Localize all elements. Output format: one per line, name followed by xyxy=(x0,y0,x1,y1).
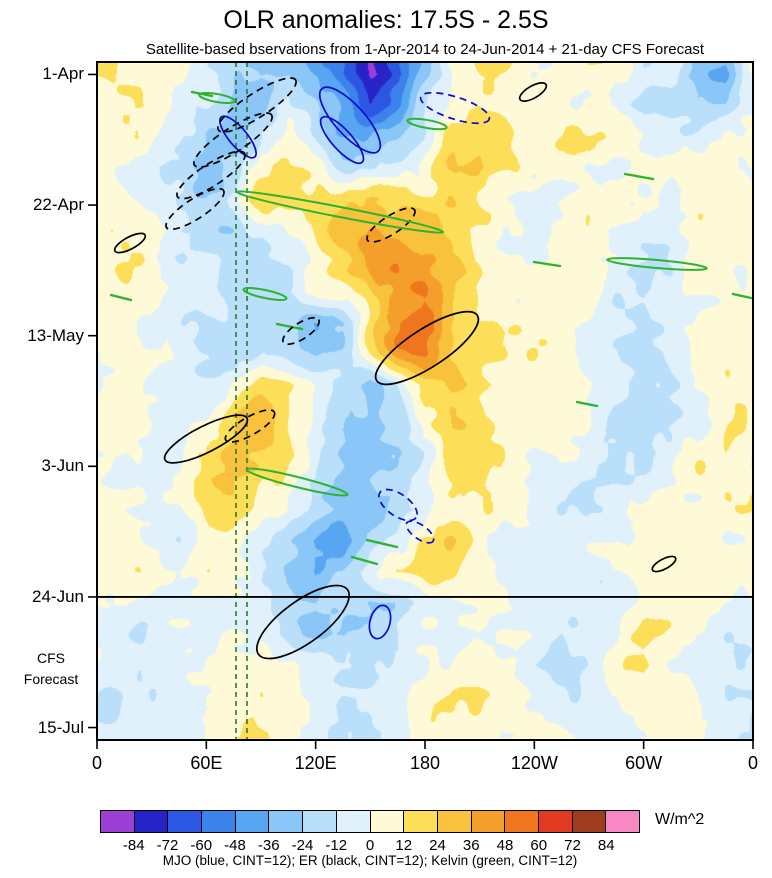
lon-tick-label: 120W xyxy=(510,753,558,773)
colorbar-tick-label: -12 xyxy=(325,837,348,854)
colorbar-cell xyxy=(100,810,135,833)
lon-tick-label: 180 xyxy=(409,753,441,773)
colorbar-tick-label: -72 xyxy=(156,837,179,854)
colorbar-cell xyxy=(335,810,371,833)
colorbar xyxy=(100,810,640,833)
colorbar-tick-label: -24 xyxy=(291,837,314,854)
olr-anomaly-field xyxy=(97,62,753,740)
figure-caption: MJO (blue, CINT=12); ER (black, CINT=12)… xyxy=(162,853,578,868)
lon-tick-label: 60E xyxy=(190,753,223,773)
colorbar-cell xyxy=(302,810,337,833)
colorbar-cell xyxy=(403,810,438,833)
colorbar-labels: -84 -72 -60 -48 -36 -24 -12 0 12 24 36 48 60 72 84 xyxy=(100,837,640,855)
time-tick-label: 3-Jun xyxy=(41,456,84,476)
colorbar-tick-label: 0 xyxy=(365,837,375,854)
colorbar-tick-label: 12 xyxy=(395,837,413,854)
colorbar-cell xyxy=(268,810,304,833)
colorbar-cell xyxy=(167,810,203,833)
colorbar-cell xyxy=(133,810,169,833)
colorbar-tick-label: 48 xyxy=(496,837,514,854)
cfs-label-line2: Forecast xyxy=(23,671,79,687)
colorbar-tick-label: 72 xyxy=(564,837,581,854)
time-tick-label: 15-Jul xyxy=(37,717,84,737)
time-tick-label: 24-Jun xyxy=(32,586,84,606)
colorbar-tick-label: -36 xyxy=(257,837,280,854)
cfs-forecast-axis-label: CFS Forecast xyxy=(8,648,94,690)
cfs-label-line1: CFS xyxy=(37,650,65,666)
time-tick-label: 22-Apr xyxy=(32,195,84,215)
colorbar-cell xyxy=(504,810,539,833)
colorbar-cell xyxy=(436,810,472,833)
colorbar-units-label: W/m^2 xyxy=(655,811,705,828)
colorbar-tick-label: 36 xyxy=(462,837,480,854)
colorbar-cell xyxy=(537,810,573,833)
colorbar-tick-label: -48 xyxy=(224,837,246,854)
colorbar-tick-label: 24 xyxy=(429,837,446,854)
time-tick-label: 1-Apr xyxy=(42,64,84,84)
colorbar-tick-label: 84 xyxy=(597,837,615,854)
colorbar-cell xyxy=(571,810,607,833)
colorbar-cell xyxy=(234,810,270,833)
figure-title: OLR anomalies: 17.5S - 2.5S xyxy=(223,6,549,34)
lon-tick-label: 60W xyxy=(625,753,663,773)
lon-tick-label: 0 xyxy=(91,753,102,773)
colorbar-tick-label: -60 xyxy=(190,837,213,854)
lon-tick-label: 0 xyxy=(747,753,758,773)
lon-tick-label: 120E xyxy=(294,753,337,773)
time-tick-label: 13-May xyxy=(27,325,84,345)
colorbar-cell xyxy=(201,810,236,833)
colorbar-cell xyxy=(369,810,405,833)
colorbar-tick-label: -84 xyxy=(122,837,145,854)
colorbar-tick-label: 60 xyxy=(530,837,548,854)
figure-subtitle: Satellite-based bservations from 1-Apr-2… xyxy=(145,41,705,58)
colorbar-cell xyxy=(470,810,506,833)
colorbar-cell xyxy=(605,810,640,833)
